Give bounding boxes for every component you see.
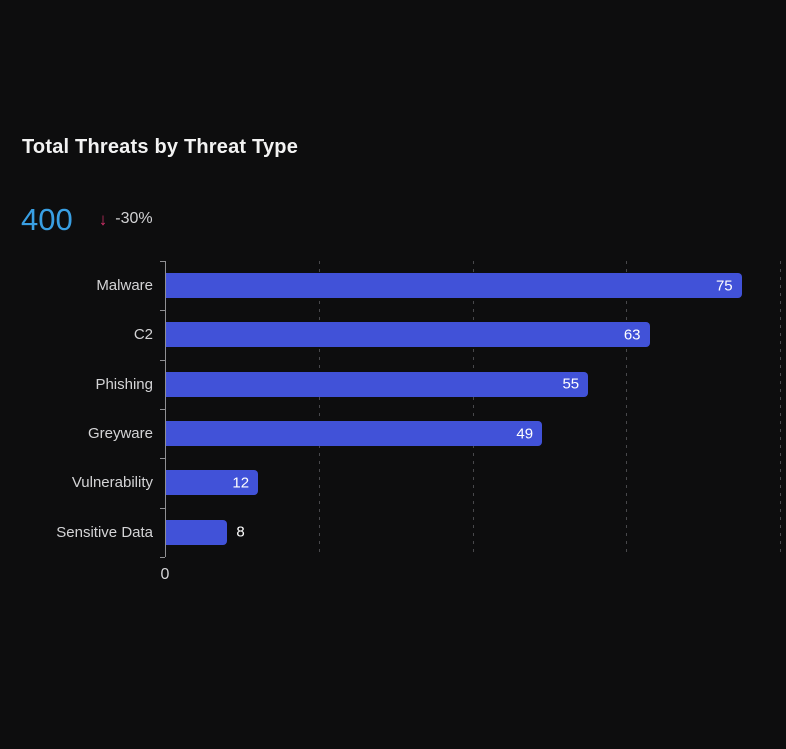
- bar-greyware[interactable]: 49: [166, 421, 543, 447]
- plot-area: [160, 261, 781, 558]
- axis-tick: [160, 261, 165, 262]
- bar-value-label: 75: [715, 277, 733, 295]
- gridline-60: [626, 261, 628, 557]
- bar-c2[interactable]: 63: [166, 322, 650, 348]
- kpi-row: 400 ↓ -30%: [21, 203, 153, 235]
- y-axis-line: [165, 261, 166, 557]
- chart-row-greyware: Greyware 49: [0, 409, 786, 458]
- kpi-trend-percent: -30%: [115, 210, 153, 227]
- chart-row-c2: C2 63: [0, 310, 786, 359]
- bar-track: 49: [166, 421, 780, 447]
- x-axis-tick-label-zero: 0: [160, 566, 170, 583]
- bar-value-label: 63: [623, 326, 641, 344]
- gridline-40: [472, 261, 474, 557]
- bar-value-label: 12: [232, 474, 250, 492]
- bar-vulnerability[interactable]: 12: [166, 470, 259, 496]
- chart-title: Total Threats by Threat Type: [22, 136, 299, 158]
- axis-tick: [160, 458, 165, 460]
- chart-row-malware: Malware 75: [0, 261, 786, 310]
- category-label: Greyware: [87, 425, 153, 443]
- axis-tick: [160, 310, 165, 312]
- gridline-20: [318, 261, 320, 557]
- gridline-80: [780, 261, 781, 557]
- axis-tick: [160, 557, 165, 558]
- bar-track: 55: [166, 371, 780, 397]
- bar-value-label: 55: [562, 375, 580, 393]
- bar-malware[interactable]: 75: [166, 273, 742, 299]
- category-label: Phishing: [95, 375, 153, 393]
- category-label: Sensitive Data: [56, 523, 153, 541]
- bar-track: 75: [166, 273, 780, 299]
- chart-row-phishing: Phishing 55: [0, 360, 786, 409]
- axis-tick: [160, 507, 165, 509]
- category-label: Malware: [96, 277, 153, 295]
- bar-phishing[interactable]: 55: [166, 371, 589, 397]
- bar-chart: Malware 75 C2 63 Phishing 55 Greyware 49 Vulnera…: [0, 261, 786, 557]
- bar-track: 12: [166, 470, 780, 496]
- category-label: C2: [133, 326, 153, 344]
- axis-tick: [160, 409, 165, 410]
- bar-value-label: 8: [236, 523, 245, 541]
- chart-row-vulnerability: Vulnerability 12: [0, 458, 786, 507]
- bar-sensitive-data[interactable]: 8: [166, 519, 245, 545]
- bar-track: 8: [166, 519, 780, 545]
- chart-row-sensitive-data: Sensitive Data 8: [0, 508, 786, 557]
- trend-down-icon: ↓: [98, 209, 108, 229]
- axis-tick: [160, 359, 165, 361]
- bar-value-label: 49: [516, 425, 534, 443]
- kpi-total-value: 400: [21, 201, 73, 237]
- category-label: Vulnerability: [71, 474, 153, 492]
- bar-track: 63: [166, 322, 780, 348]
